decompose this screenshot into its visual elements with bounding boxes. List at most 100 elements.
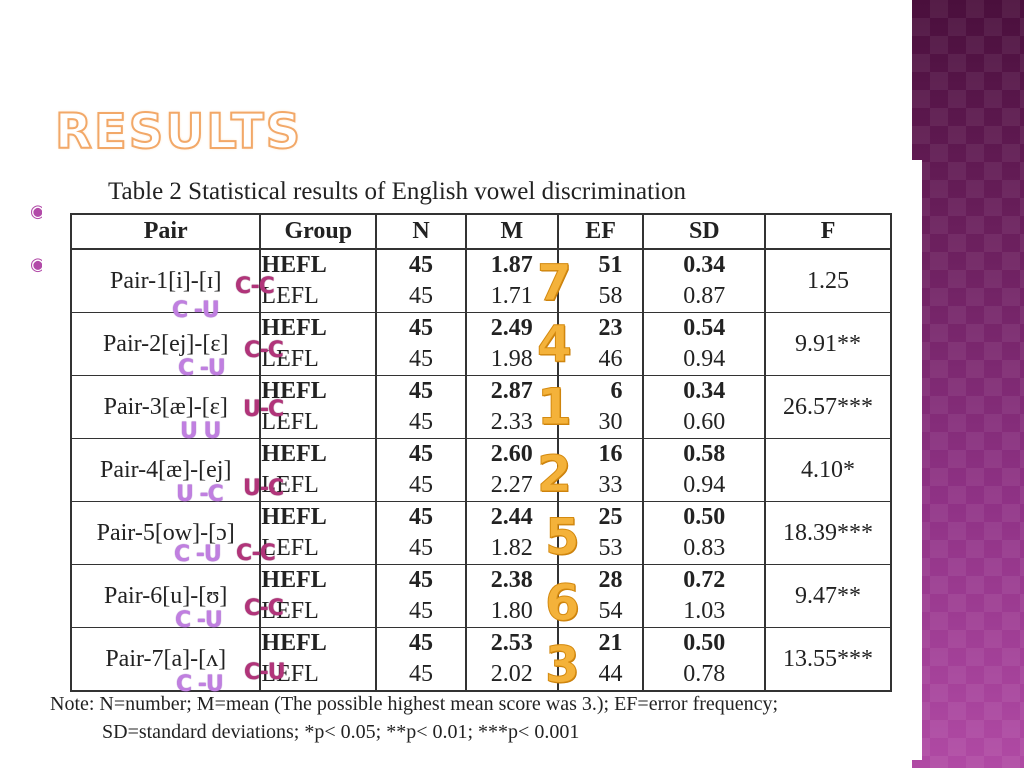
m-lefl: 2.02	[490, 661, 533, 687]
ef-hefl: 51	[598, 252, 623, 278]
header-group: Group	[259, 213, 378, 250]
m-lefl: 1.80	[490, 598, 533, 624]
annotation-consonant-pair: C -U	[176, 672, 224, 697]
m-lefl: 2.27	[490, 472, 533, 498]
group-hefl: HEFL	[261, 630, 327, 656]
sd-lefl: 0.78	[683, 661, 726, 687]
header-m: M	[464, 213, 559, 250]
sd-hefl: 0.34	[683, 252, 726, 278]
group-hefl: HEFL	[261, 567, 327, 593]
annotation-consonant-pair: U -C	[176, 482, 224, 507]
n-lefl: 45	[409, 598, 434, 624]
sd-lefl: 0.94	[683, 346, 726, 372]
ef-hefl: 28	[598, 567, 623, 593]
f-value: 9.91**	[764, 312, 892, 376]
group-lefl: LEFL	[261, 472, 319, 498]
m-hefl: 2.87	[490, 378, 533, 404]
n-lefl: 45	[409, 283, 434, 309]
sd-lefl: 0.87	[683, 283, 726, 309]
rank-number: 2	[537, 445, 573, 504]
header-f: F	[764, 213, 892, 250]
group-lefl: LEFL	[261, 283, 319, 309]
group-lefl: LEFL	[261, 409, 319, 435]
rank-number: 3	[545, 636, 581, 695]
header-sd: SD	[642, 213, 767, 250]
f-value: 18.39***	[764, 501, 892, 565]
table-caption: Table 2 Statistical results of English v…	[108, 178, 687, 205]
m-lefl: 1.82	[490, 535, 533, 561]
ef-hefl: 23	[598, 315, 623, 341]
table-note-line-2: SD=standard deviations; *p< 0.05; **p< 0…	[102, 721, 580, 743]
sd-hefl: 0.58	[683, 441, 726, 467]
diamond-pattern	[912, 0, 1024, 768]
ef-lefl: 30	[598, 409, 623, 435]
annotation-consonant-pair: U-C	[243, 476, 284, 501]
annotation-consonant-pair: C-U	[244, 660, 286, 685]
group-hefl: HEFL	[261, 252, 327, 278]
n-lefl: 45	[409, 535, 434, 561]
group-lefl: LEFL	[261, 535, 319, 561]
pair-label: Pair-6[u]-[ʊ]	[69, 564, 262, 628]
rank-number: 1	[537, 378, 573, 437]
table-row: Pair-2[ej]-[ɛ] HEFL LEFL 45 45 2.49 1.98 23…	[69, 312, 892, 376]
m-hefl: 2.44	[490, 504, 533, 530]
n-hefl: 45	[409, 504, 434, 530]
n-hefl: 45	[409, 252, 434, 278]
header-ef: EF	[556, 213, 645, 250]
annotation-consonant-pair: C -U	[172, 298, 220, 323]
group-lefl: LEFL	[261, 598, 319, 624]
n-lefl: 45	[409, 661, 434, 687]
pair-label: Pair-1[i]-[ɪ]	[69, 248, 262, 313]
ef-lefl: 53	[598, 535, 623, 561]
m-hefl: 2.60	[490, 441, 533, 467]
m-lefl: 1.71	[490, 283, 533, 309]
decorative-side-band	[912, 0, 1024, 768]
bullet-icon: ◉	[30, 201, 46, 222]
ef-lefl: 44	[598, 661, 623, 687]
m-lefl: 1.98	[490, 346, 533, 372]
sd-hefl: 0.34	[683, 378, 726, 404]
pair-label: Pair-4[æ]-[ej]	[69, 438, 262, 502]
pair-label: Pair-2[ej]-[ɛ]	[69, 312, 262, 376]
n-hefl: 45	[409, 630, 434, 656]
table-row: Pair-3[æ]-[ɛ] HEFL LEFL 45 45 2.87 2.33 6 30…	[69, 375, 892, 439]
annotation-consonant-pair: C -U	[175, 608, 223, 633]
sd-hefl: 0.72	[683, 567, 726, 593]
table-row: Pair-5[ow]-[ɔ] HEFL LEFL 45 45 2.44 1.82 25…	[69, 501, 892, 565]
group-hefl: HEFL	[261, 315, 327, 341]
f-value: 1.25	[764, 248, 892, 313]
header-n: N	[375, 213, 467, 250]
annotation-consonant-pair: C-C	[236, 541, 276, 566]
table-note: Note: N=number; M=mean (The possible hig…	[50, 690, 920, 746]
f-value: 9.47**	[764, 564, 892, 628]
m-hefl: 2.49	[490, 315, 533, 341]
group-lefl: LEFL	[261, 661, 319, 687]
f-value: 13.55***	[764, 627, 892, 692]
bullet-icon: ◉	[30, 254, 46, 275]
n-hefl: 45	[409, 315, 434, 341]
f-value: 26.57***	[764, 375, 892, 439]
results-table: Pair Group N M EF SD F Pair-1[i]-[ɪ] HEF…	[69, 213, 892, 692]
n-hefl: 45	[409, 441, 434, 467]
n-hefl: 45	[409, 567, 434, 593]
ef-hefl: 16	[598, 441, 623, 467]
ef-hefl: 6	[610, 378, 623, 404]
sd-hefl: 0.54	[683, 315, 726, 341]
sd-lefl: 0.83	[683, 535, 726, 561]
group-lefl: LEFL	[261, 346, 319, 372]
sd-hefl: 0.50	[683, 630, 726, 656]
annotation-consonant-pair: C-C	[235, 274, 275, 299]
pair-label: Pair-7[a]-[ʌ]	[69, 627, 262, 692]
rank-number: 7	[537, 254, 573, 313]
table-row: Pair-6[u]-[ʊ] HEFL LEFL 45 45 2.38 1.80 28 5…	[69, 564, 892, 628]
group-hefl: HEFL	[261, 378, 327, 404]
sd-lefl: 0.94	[683, 472, 726, 498]
pair-label: Pair-3[æ]-[ɛ]	[69, 375, 262, 439]
annotation-consonant-pair: C-C	[244, 338, 284, 363]
annotation-consonant-pair: C -U	[174, 542, 222, 567]
f-value: 4.10*	[764, 438, 892, 502]
table-header-row: Pair Group N M EF SD F	[69, 213, 892, 250]
rank-number: 5	[545, 508, 581, 567]
n-lefl: 45	[409, 472, 434, 498]
n-lefl: 45	[409, 346, 434, 372]
